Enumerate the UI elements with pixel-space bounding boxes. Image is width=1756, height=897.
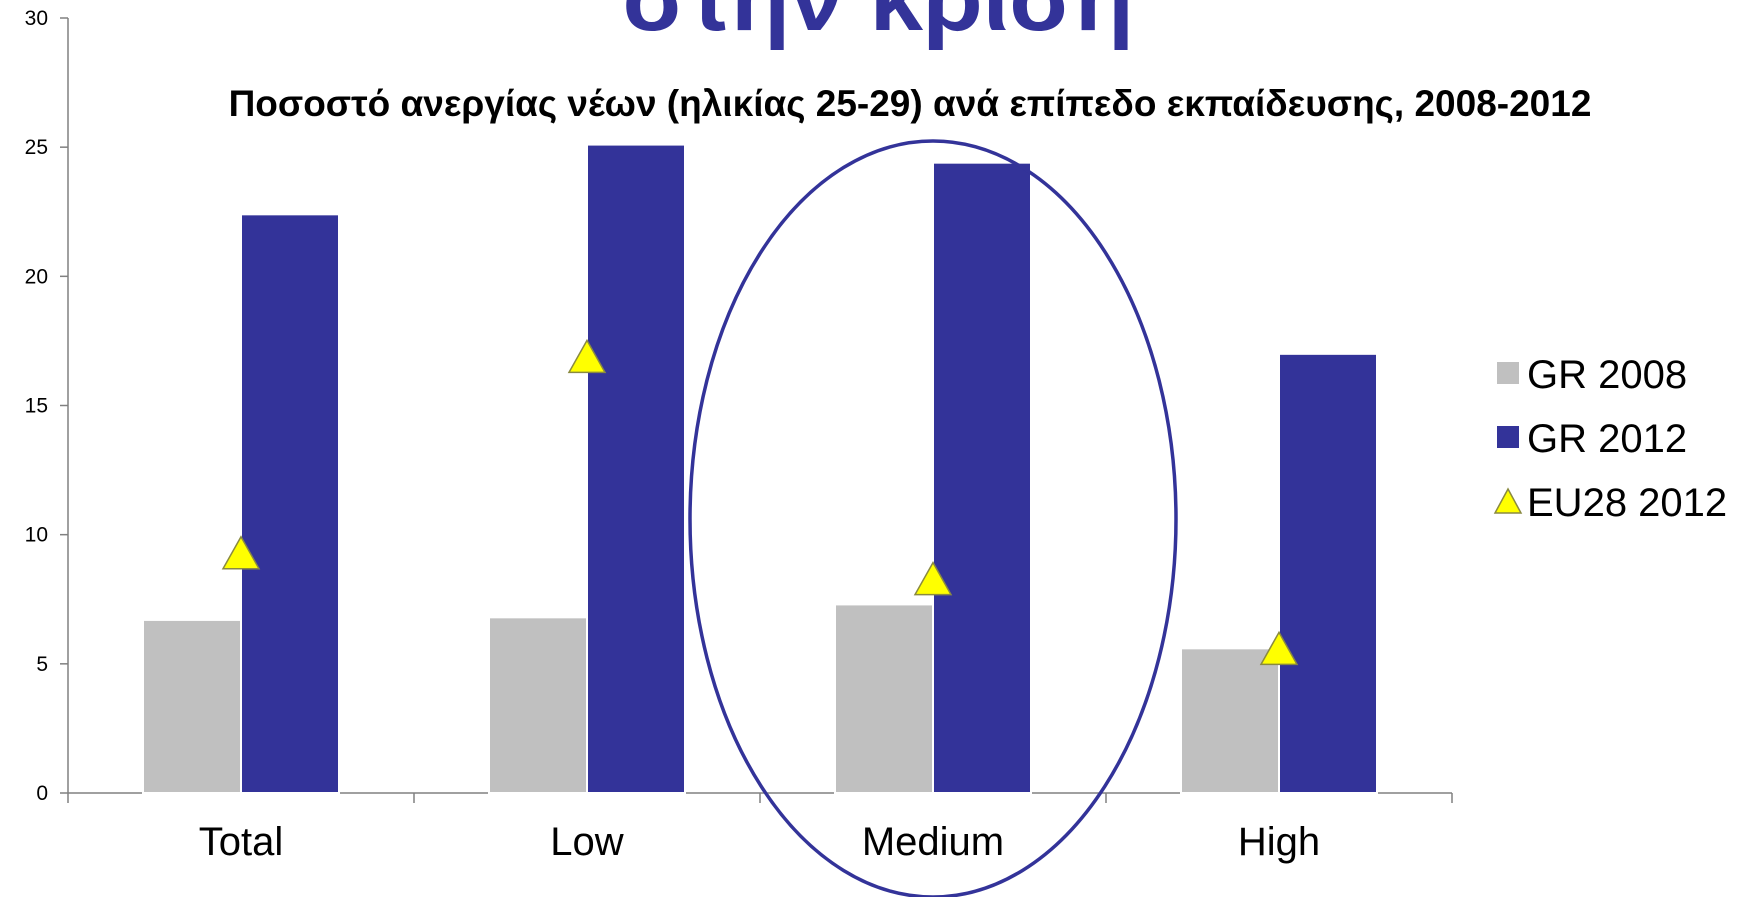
legend: GR 2008 GR 2012 EU28 2012 — [1493, 353, 1727, 525]
legend-swatch — [1493, 487, 1523, 514]
chart-title: Ποσοστό ανεργίας νέων (ηλικίας 25-29) αν… — [229, 83, 1592, 124]
y-tick-label: 5 — [36, 653, 48, 676]
slide-title: στην κρίση — [622, 0, 1133, 51]
bar-gr-2012 — [932, 161, 1032, 794]
bar-gr-2012 — [1278, 352, 1378, 794]
x-tick-label: Low — [550, 820, 623, 864]
y-tick-label: 0 — [36, 782, 48, 805]
marker-eu28-2012 — [1259, 630, 1299, 666]
highlight-overlay — [688, 139, 1178, 897]
marker-eu28-2012 — [913, 561, 953, 596]
y-tick-label: 25 — [25, 136, 48, 159]
legend-swatch — [1497, 426, 1519, 448]
x-tick-label: Medium — [862, 820, 1004, 864]
y-tick-label: 30 — [25, 7, 48, 30]
x-tick-label: High — [1238, 820, 1320, 864]
bar-gr-2008 — [488, 616, 588, 794]
y-tick-label: 20 — [25, 265, 48, 288]
bar-gr-2008 — [834, 603, 934, 795]
y-tick-label: 15 — [25, 395, 48, 418]
bar-gr-2012 — [586, 143, 686, 795]
markers — [221, 338, 1299, 666]
bar-gr-2008 — [1180, 647, 1280, 794]
x-axis: Total Low Medium High — [67, 792, 1453, 864]
marker-eu28-2012 — [221, 535, 261, 570]
x-tick-label: Total — [199, 820, 284, 864]
highlight-ellipse-medium — [688, 139, 1178, 897]
bars — [142, 143, 1378, 795]
y-axis: 0 5 10 15 20 25 30 — [25, 7, 69, 805]
bar-gr-2012 — [240, 213, 340, 795]
y-tick-label: 10 — [25, 524, 48, 547]
legend-label: GR 2008 — [1527, 353, 1687, 397]
legend-swatch — [1497, 362, 1519, 384]
bar-gr-2008 — [142, 618, 242, 795]
legend-label: EU28 2012 — [1527, 481, 1727, 525]
legend-label: GR 2012 — [1527, 417, 1687, 461]
marker-eu28-2012 — [567, 338, 607, 374]
